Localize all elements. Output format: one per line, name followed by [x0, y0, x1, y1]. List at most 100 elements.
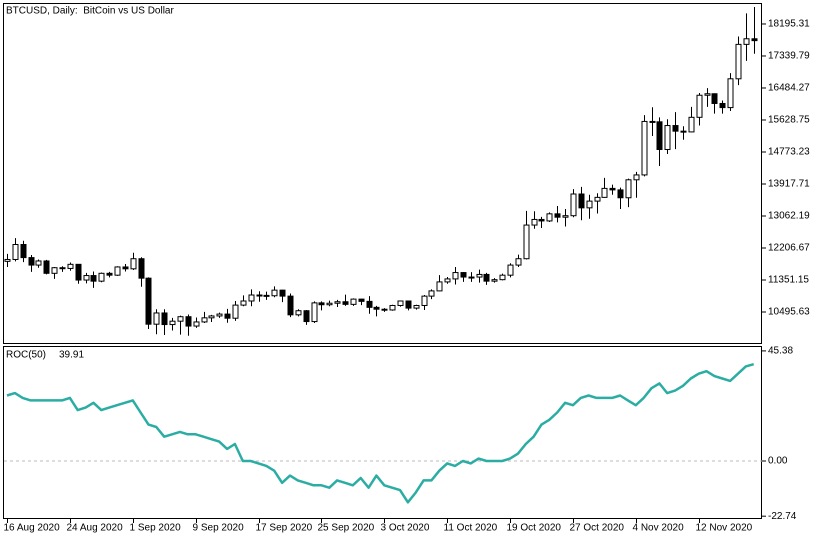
candle-body	[20, 244, 27, 259]
candle-body	[483, 273, 490, 282]
candle-body	[334, 301, 341, 304]
candle-body	[4, 258, 11, 262]
candle-body	[43, 260, 50, 274]
candle-body	[507, 264, 514, 276]
candle-body	[201, 317, 208, 323]
candle-body	[311, 302, 318, 323]
candle-body	[617, 189, 624, 199]
candle-body	[28, 257, 35, 266]
candle-body	[263, 294, 270, 297]
x-tick-label: 11 Oct 2020	[444, 523, 498, 534]
candle-body	[554, 213, 561, 218]
candle-body	[405, 300, 412, 309]
x-tick-label: 19 Oct 2020	[507, 523, 562, 534]
candle-body	[318, 302, 325, 306]
candle-body	[224, 313, 231, 319]
x-tick-label: 12 Nov 2020	[696, 523, 753, 534]
y-tick-label: 17339.79	[768, 51, 810, 62]
candle-body	[413, 304, 420, 309]
candle-body	[271, 289, 278, 297]
candle-body	[177, 316, 184, 322]
candle-body	[169, 320, 176, 326]
candle-body	[287, 295, 294, 316]
candle-body	[373, 306, 380, 310]
candle-body	[531, 218, 538, 226]
candle-body	[208, 315, 215, 319]
candle-body	[499, 274, 506, 281]
candle-body	[256, 294, 263, 297]
candle-body	[67, 263, 74, 269]
candle-body	[515, 258, 522, 266]
candle-body	[75, 263, 82, 281]
y-tick-label: 11351.15	[768, 275, 809, 286]
candle-body	[303, 310, 310, 323]
candle-body	[562, 215, 569, 218]
candle-body	[436, 281, 443, 292]
candle-body	[751, 38, 758, 42]
y-tick-label: 45.38	[768, 346, 793, 357]
candle-body	[688, 116, 695, 133]
candle-body	[106, 272, 113, 276]
candle-body	[342, 301, 349, 305]
candle-body	[460, 272, 467, 278]
candle-body	[421, 295, 428, 306]
candle-body	[735, 43, 742, 80]
candle-body	[428, 290, 435, 297]
candle-body	[216, 313, 223, 317]
candle-body	[389, 304, 396, 311]
candle-body	[586, 200, 593, 209]
candle-body	[83, 275, 90, 281]
candle-body	[743, 38, 750, 45]
candle-body	[114, 266, 121, 276]
candle-body	[161, 312, 168, 326]
candle-body	[664, 125, 671, 150]
candle-body	[444, 278, 451, 283]
candle-body	[538, 218, 545, 222]
candle-body	[491, 279, 498, 282]
candle-body	[326, 302, 333, 306]
candle-body	[594, 196, 601, 202]
y-tick-label: -22.74	[768, 511, 797, 522]
x-tick-label: 25 Sep 2020	[318, 523, 375, 534]
candle-body	[601, 187, 608, 198]
candle-body	[145, 277, 152, 325]
candle-body	[185, 316, 192, 327]
candle-body	[649, 120, 656, 123]
candle-body	[193, 321, 200, 327]
candle-body	[130, 258, 137, 270]
y-tick-label: 10495.63	[768, 307, 810, 318]
indicator-name: ROC(50)	[6, 350, 46, 361]
y-tick-label: 13917.71	[768, 179, 810, 190]
candle-body	[711, 93, 718, 104]
candle-body	[295, 310, 302, 316]
candle-body	[633, 174, 640, 181]
candle-body	[35, 260, 42, 266]
candle-body	[358, 298, 365, 302]
candle-body	[59, 267, 66, 270]
candle-body	[366, 300, 373, 308]
candle-body	[153, 312, 160, 325]
candle-body	[468, 276, 475, 279]
candle-body	[397, 300, 404, 306]
candle-body	[12, 244, 19, 260]
candle-body	[248, 294, 255, 302]
indicator-value: 39.91	[59, 350, 84, 361]
candle-body	[680, 130, 687, 133]
candle-body	[546, 213, 553, 222]
candle-body	[696, 94, 703, 118]
candle-body	[570, 193, 577, 217]
y-tick-label: 14773.23	[768, 147, 810, 158]
x-tick-label: 3 Oct 2020	[381, 523, 430, 534]
x-tick-label: 27 Oct 2020	[570, 523, 625, 534]
candle-body	[672, 125, 679, 132]
candle-body	[476, 273, 483, 278]
x-tick-label: 9 Sep 2020	[193, 523, 245, 534]
candle-body	[51, 267, 58, 274]
candle-body	[122, 266, 129, 270]
price-panel	[3, 3, 762, 344]
indicator-line	[6, 362, 755, 504]
x-tick-label: 17 Sep 2020	[256, 523, 313, 534]
y-tick-label: 13062.19	[768, 211, 810, 222]
y-tick-label: 15628.75	[768, 115, 810, 126]
